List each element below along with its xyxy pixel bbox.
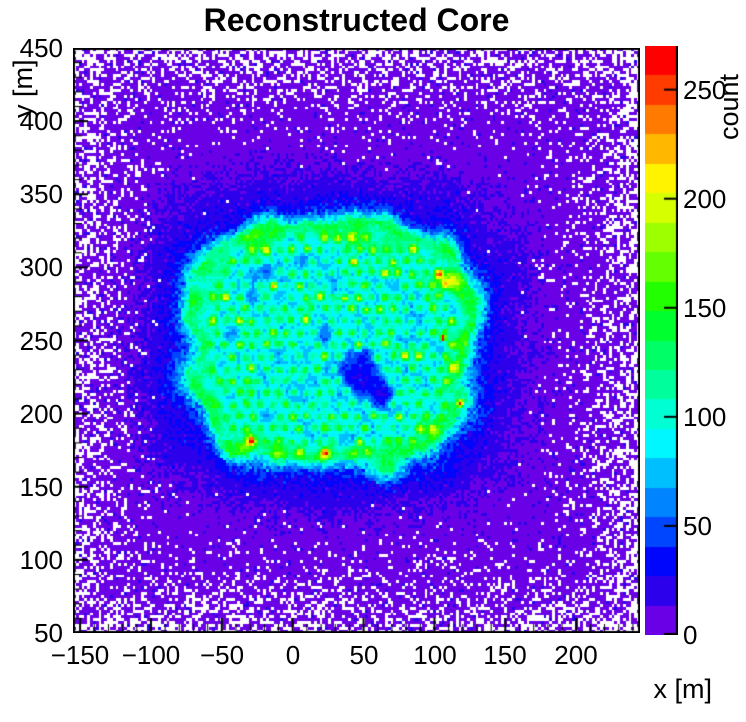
x-tick-label: −100: [121, 640, 181, 670]
y-tick-label: 300: [19, 252, 63, 282]
colorbar-canvas: [645, 46, 678, 635]
x-tick-label: −150: [50, 640, 110, 670]
heatmap-canvas: [73, 48, 640, 633]
y-tick-label: 250: [19, 326, 63, 356]
x-tick-label: 50: [349, 640, 379, 670]
x-tick-label: −50: [199, 640, 245, 670]
x-tick-label: 100: [413, 640, 457, 670]
z-tick-label: 150: [683, 293, 727, 323]
y-tick-label: 450: [19, 33, 63, 63]
x-tick-label: 0: [285, 640, 301, 670]
z-tick-label: 50: [683, 511, 712, 541]
y-axis-title: y [m]: [8, 59, 38, 119]
y-tick-label: 50: [34, 618, 63, 648]
colorbar-title: count: [714, 73, 744, 140]
y-tick-label: 100: [19, 545, 63, 575]
y-tick-label: 150: [19, 472, 63, 502]
y-tick-label: 200: [19, 399, 63, 429]
z-tick-label: 200: [683, 184, 727, 214]
z-tick-label: 250: [683, 75, 727, 105]
y-tick-label: 400: [19, 106, 63, 136]
z-tick-label: 100: [683, 402, 727, 432]
x-tick-label: 150: [483, 640, 527, 670]
x-axis-title: x [m]: [653, 674, 713, 704]
y-tick-label: 350: [19, 179, 63, 209]
chart-title: Reconstructed Core: [203, 2, 510, 38]
x-tick-label: 200: [554, 640, 598, 670]
z-tick-label: 0: [683, 620, 698, 650]
